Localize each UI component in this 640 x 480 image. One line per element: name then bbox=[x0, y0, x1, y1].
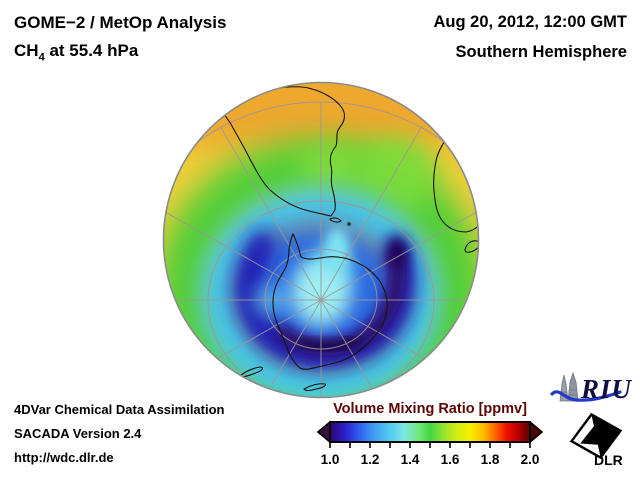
colorbar-title: Volume Mixing Ratio [ppmv] bbox=[333, 401, 527, 417]
new-zealand-coastline bbox=[239, 366, 327, 392]
species-subscript: 4 bbox=[38, 51, 45, 64]
africa-coastline bbox=[433, 130, 478, 233]
globe-limb bbox=[162, 81, 480, 399]
colorbar-tick-labels: 1.0 1.2 1.4 1.6 1.8 2.0 bbox=[314, 452, 546, 467]
footer-assimilation: 4DVar Chemical Data Assimilation bbox=[14, 402, 225, 417]
riu-wordmark: RIU bbox=[580, 374, 633, 404]
level-label: at 55.4 hPa bbox=[44, 41, 139, 60]
tick-label: 1.4 bbox=[400, 452, 420, 467]
graticule bbox=[164, 101, 478, 397]
footer-url: http://wdc.dlr.de bbox=[14, 450, 114, 465]
figure-subtitle: CH4 at 55.4 hPa bbox=[14, 42, 138, 63]
figure-datetime: Aug 20, 2012, 12:00 GMT bbox=[433, 13, 628, 31]
dlr-emblem-icon bbox=[569, 412, 623, 460]
south-america-coastline bbox=[222, 86, 345, 217]
colorbar bbox=[317, 421, 543, 448]
madagascar-coastline bbox=[464, 240, 478, 253]
antarctica-coastline bbox=[272, 233, 388, 370]
species-label: CH bbox=[14, 41, 39, 60]
figure-title: GOME−2 / MetOp Analysis bbox=[14, 13, 227, 32]
coastlines bbox=[222, 86, 478, 392]
south-georgia-island bbox=[347, 222, 351, 226]
tick-label: 1.8 bbox=[480, 452, 500, 467]
dlr-wordmark: DLR bbox=[594, 452, 623, 468]
colorbar-ticks bbox=[329, 442, 531, 448]
tick-label: 1.0 bbox=[320, 452, 340, 467]
tick-label: 1.2 bbox=[360, 452, 380, 467]
riu-logo: RIU bbox=[550, 371, 633, 404]
riu-wave-icon bbox=[550, 390, 622, 402]
footer-version: SACADA Version 2.4 bbox=[14, 426, 142, 441]
colorbar-right-arrow bbox=[529, 421, 543, 444]
colorbar-left-arrow bbox=[317, 421, 331, 444]
colorbar-gradient bbox=[329, 421, 531, 443]
tick-label: 1.6 bbox=[440, 452, 460, 467]
tierra-del-fuego-coastline bbox=[329, 217, 342, 223]
tick-label: 2.0 bbox=[520, 452, 540, 467]
dlr-logo: DLR bbox=[569, 412, 623, 468]
figure-hemisphere: Southern Hemisphere bbox=[455, 43, 627, 61]
